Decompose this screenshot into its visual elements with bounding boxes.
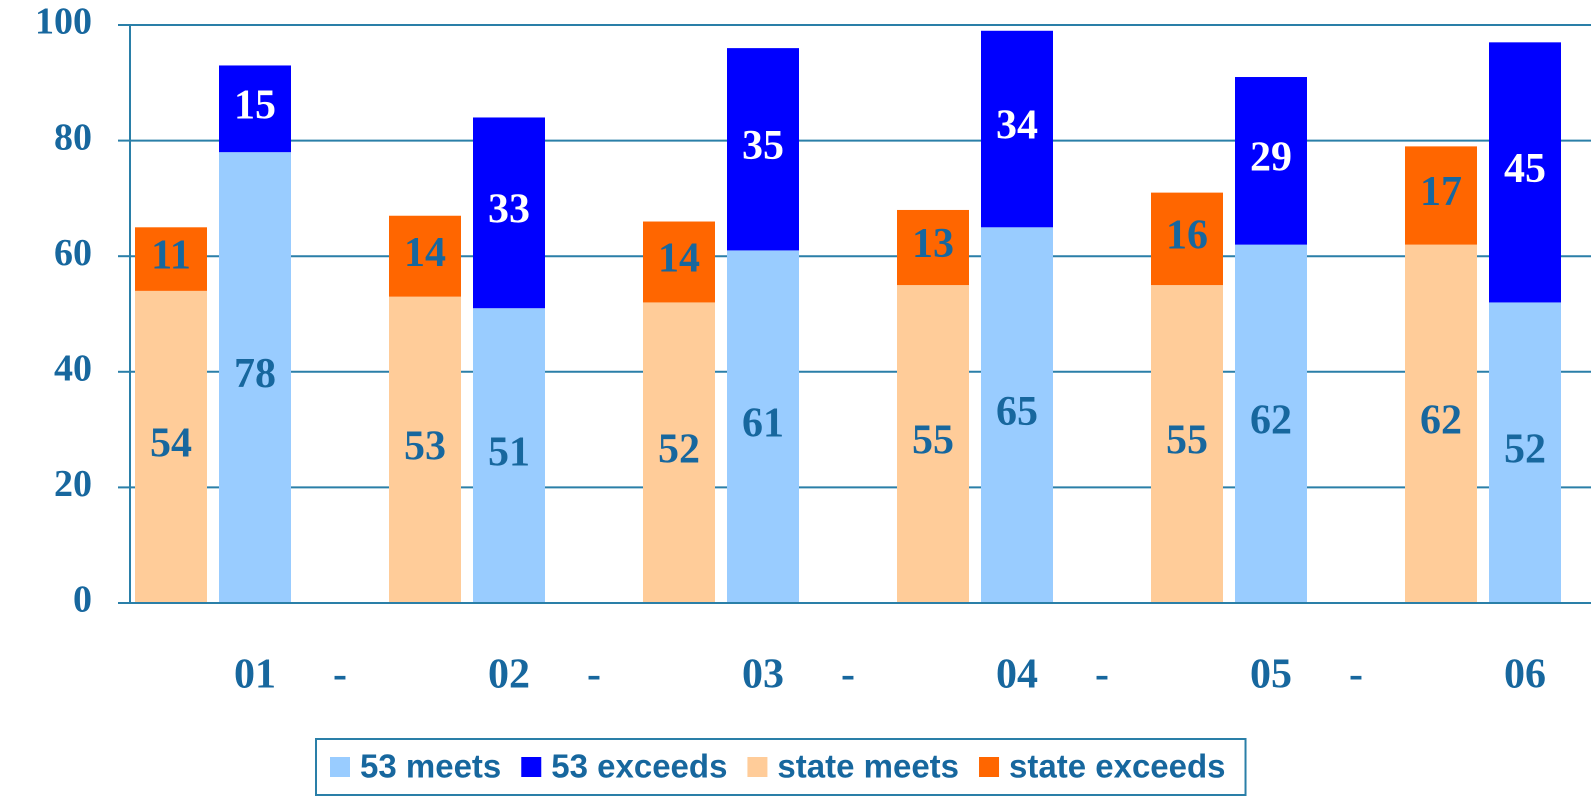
value-label: 52 bbox=[1504, 426, 1546, 472]
x-separator: - bbox=[333, 652, 347, 698]
value-label: 14 bbox=[404, 230, 446, 276]
value-label: 55 bbox=[912, 418, 954, 464]
value-label: 13 bbox=[912, 221, 954, 267]
value-label: 54 bbox=[150, 421, 192, 467]
value-label: 35 bbox=[742, 123, 784, 169]
value-label: 55 bbox=[1166, 418, 1208, 464]
x-tick-label: 03 bbox=[742, 652, 784, 698]
legend-swatch bbox=[330, 757, 350, 777]
value-label: 62 bbox=[1250, 397, 1292, 443]
x-tick-label: 02 bbox=[488, 652, 530, 698]
page: 0 20 40 60 80 100 54 11 78 15 01 - 53 14 51 33 02 - 52 14 61… bbox=[0, 0, 1591, 806]
x-separator: - bbox=[587, 652, 601, 698]
y-tick-label: 60 bbox=[54, 232, 92, 274]
value-label: 29 bbox=[1250, 134, 1292, 180]
x-separator: - bbox=[1349, 652, 1363, 698]
value-label: 78 bbox=[234, 351, 276, 397]
y-tick-label: 80 bbox=[54, 116, 92, 158]
legend-label: state meets bbox=[777, 748, 959, 785]
x-separator: - bbox=[1095, 652, 1109, 698]
value-label: 53 bbox=[404, 423, 446, 469]
value-label: 51 bbox=[488, 429, 530, 475]
legend-swatch bbox=[521, 757, 541, 777]
y-tick-label: 0 bbox=[73, 579, 92, 621]
x-tick-label: 04 bbox=[996, 652, 1038, 698]
value-label: 65 bbox=[996, 389, 1038, 435]
value-label: 52 bbox=[658, 426, 700, 472]
legend-swatch bbox=[979, 757, 999, 777]
value-label: 62 bbox=[1420, 397, 1462, 443]
legend-label: state exceeds bbox=[1009, 748, 1225, 785]
value-label: 15 bbox=[234, 82, 276, 128]
x-tick-label: 06 bbox=[1504, 652, 1546, 698]
x-tick-label: 05 bbox=[1250, 652, 1292, 698]
legend-label: 53 exceeds bbox=[551, 748, 727, 785]
value-label: 16 bbox=[1166, 213, 1208, 259]
x-tick-label: 01 bbox=[234, 652, 276, 698]
y-tick-label: 100 bbox=[35, 1, 92, 43]
value-label: 61 bbox=[742, 400, 784, 446]
value-label: 11 bbox=[151, 233, 191, 279]
value-label: 33 bbox=[488, 186, 530, 232]
legend-label: 53 meets bbox=[360, 748, 501, 785]
y-tick-label: 40 bbox=[54, 348, 92, 390]
value-label: 45 bbox=[1504, 146, 1546, 192]
legend-swatch bbox=[747, 757, 767, 777]
x-separator: - bbox=[841, 652, 855, 698]
value-label: 34 bbox=[996, 103, 1038, 149]
value-label: 17 bbox=[1420, 169, 1462, 215]
y-tick-label: 20 bbox=[54, 463, 92, 505]
value-label: 14 bbox=[658, 236, 700, 282]
chart: 0 20 40 60 80 100 54 11 78 15 01 - 53 14 51 33 02 - 52 14 61… bbox=[0, 0, 1591, 806]
